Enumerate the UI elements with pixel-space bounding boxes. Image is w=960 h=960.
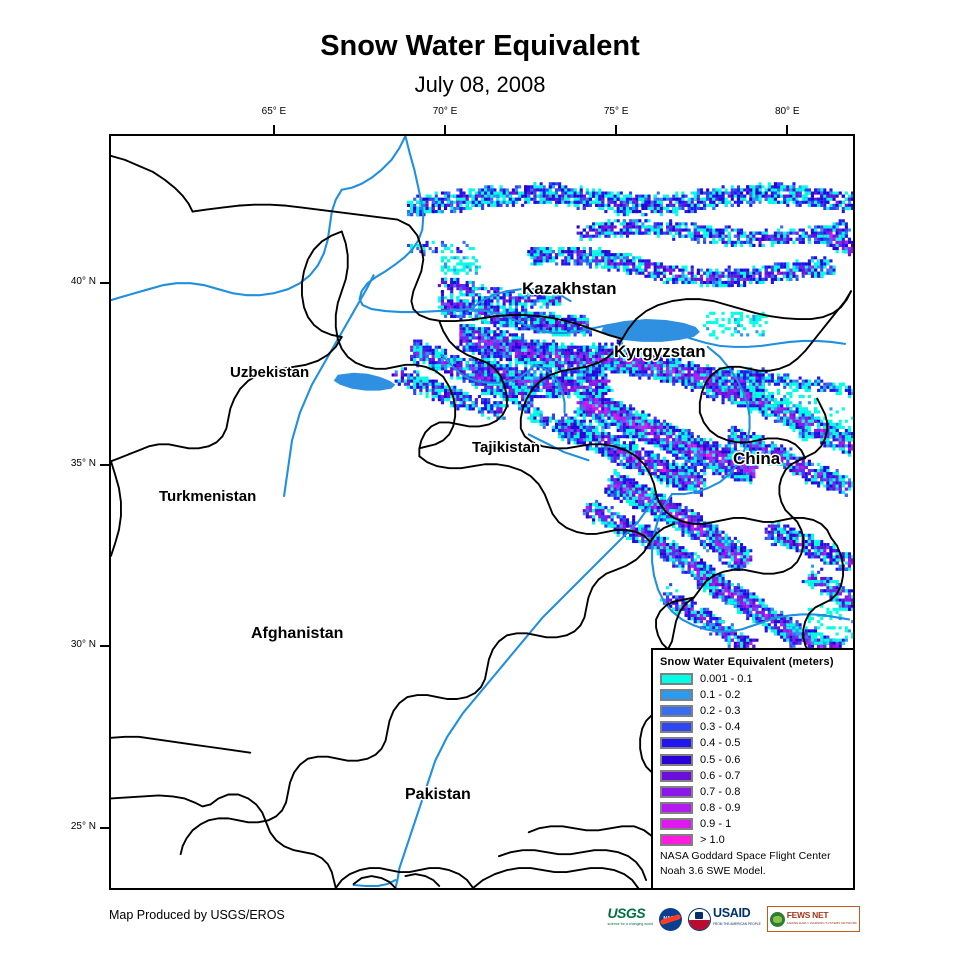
map-frame[interactable]: Kazakhstan Kyrgyzstan Uzbekistan Tajikistan… (109, 134, 855, 890)
lon-tick-75 (615, 125, 618, 134)
legend-swatch-8 (660, 801, 693, 814)
legend-label-1: 0.1 - 0.2 (700, 689, 741, 702)
lon-label-70: 70° E (432, 106, 458, 117)
legend-row-9: 0.9 - 1 (660, 816, 847, 832)
legend-swatch-4 (660, 737, 693, 750)
usaid-logo-tagline: FROM THE AMERICAN PEOPLE (712, 922, 761, 926)
page-title: Snow Water Equivalent (320, 30, 640, 62)
snow-water-equivalent-raster (391, 182, 853, 685)
lat-label-30: 30° N (70, 639, 96, 651)
fews-logo-tagline: FAMINE EARLY WARNING SYSTEMS NETWORK (786, 921, 857, 925)
usgs-logo-tagline: science for a changing world (607, 922, 653, 926)
lon-label-65: 65° E (261, 106, 287, 117)
agency-logos: USGS science for a changing world NASA U… (607, 906, 860, 932)
legend-swatch-5 (660, 753, 693, 766)
legend-row-0: 0.001 - 0.1 (660, 671, 847, 687)
usaid-logo[interactable]: USAID FROM THE AMERICAN PEOPLE (687, 906, 761, 931)
legend-row-1: 0.1 - 0.2 (660, 687, 847, 703)
legend-row-6: 0.6 - 0.7 (660, 768, 847, 784)
legend-label-4: 0.4 - 0.5 (700, 737, 741, 750)
legend-label-3: 0.3 - 0.4 (700, 721, 741, 734)
legend-footer-line-1: NASA Goddard Space Flight Center (660, 850, 831, 863)
fews-logo-text: FEWS NET (786, 910, 829, 920)
map-canvas (111, 136, 853, 888)
nasa-logo[interactable]: NASA (658, 907, 682, 931)
map-credit: Map Produced by USGS/EROS (109, 908, 285, 922)
fews-globe-icon (769, 911, 785, 927)
lat-tick-35 (100, 463, 109, 466)
legend-box[interactable]: Snow Water Equivalent (meters) 0.001 - 0… (651, 648, 855, 890)
lat-label-35: 35° N (70, 457, 96, 469)
legend-label-0: 0.001 - 0.1 (700, 673, 753, 686)
legend-swatch-7 (660, 785, 693, 798)
legend-row-8: 0.8 - 0.9 (660, 800, 847, 816)
lon-tick-70 (444, 125, 447, 134)
legend-label-5: 0.5 - 0.6 (700, 753, 741, 766)
legend-swatch-2 (660, 705, 693, 718)
legend-swatch-0 (660, 673, 693, 686)
legend-row-7: 0.7 - 0.8 (660, 784, 847, 800)
legend-label-9: 0.9 - 1 (700, 817, 732, 830)
legend-row-2: 0.2 - 0.3 (660, 703, 847, 719)
legend-title: Snow Water Equivalent (meters) (660, 656, 834, 668)
lat-tick-30 (100, 645, 109, 648)
legend-row-5: 0.5 - 0.6 (660, 751, 847, 767)
lon-tick-65 (272, 125, 275, 134)
legend-swatch-9 (660, 817, 693, 830)
legend-label-7: 0.7 - 0.8 (700, 785, 741, 798)
hydrography-layer (111, 136, 851, 888)
legend-label-10: > 1.0 (700, 833, 725, 846)
lat-label-40: 40° N (70, 276, 96, 288)
legend-row-10: > 1.0 (660, 832, 847, 848)
usgs-logo[interactable]: USGS science for a changing world (607, 905, 653, 930)
legend-label-8: 0.8 - 0.9 (700, 801, 741, 814)
legend-label-6: 0.6 - 0.7 (700, 769, 741, 782)
page-subtitle: July 08, 2008 (414, 72, 546, 97)
legend-row-4: 0.4 - 0.5 (660, 735, 847, 751)
lon-tick-80 (786, 125, 789, 134)
lon-label-80: 80° E (774, 106, 800, 117)
fews-net-logo[interactable]: FEWS NET FAMINE EARLY WARNING SYSTEMS NE… (766, 906, 860, 932)
legend-swatch-3 (660, 721, 693, 734)
legend-swatch-10 (660, 833, 693, 846)
lat-tick-40 (100, 282, 109, 285)
legend-footer-line-2: Noah 3.6 SWE Model. (660, 865, 766, 878)
lat-tick-25 (100, 827, 109, 830)
legend-swatch-1 (660, 689, 693, 702)
usaid-logo-text: USAID (712, 906, 751, 920)
usgs-logo-text: USGS (607, 905, 646, 921)
lat-label-25: 25° N (70, 821, 96, 833)
lon-label-75: 75° E (603, 106, 629, 117)
country-borders-layer (111, 154, 853, 888)
legend-label-2: 0.2 - 0.3 (700, 705, 741, 718)
legend-row-3: 0.3 - 0.4 (660, 719, 847, 735)
usaid-seal-icon (687, 907, 711, 931)
legend-swatch-6 (660, 769, 693, 782)
legend-classes: 0.001 - 0.1 0.1 - 0.2 0.2 - 0.3 0.3 - 0.4 0.… (660, 671, 847, 848)
